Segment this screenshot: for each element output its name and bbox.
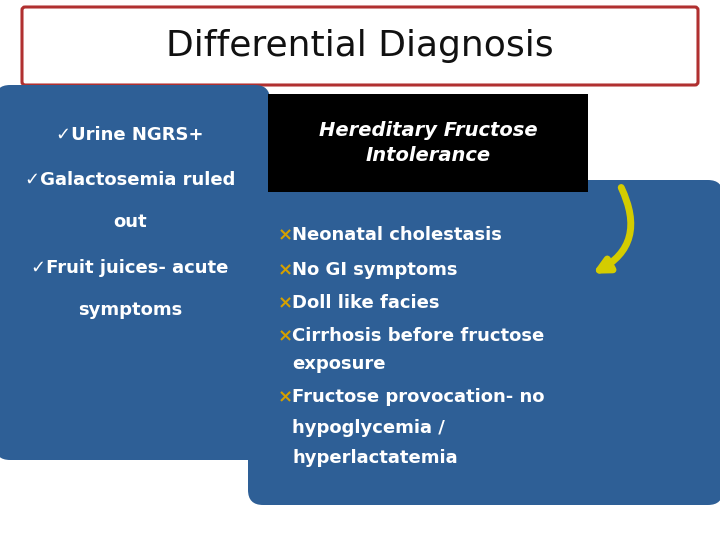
Text: ×: × xyxy=(278,226,293,244)
Text: exposure: exposure xyxy=(292,355,385,373)
Text: hyperlactatemia: hyperlactatemia xyxy=(292,449,458,467)
Text: ×: × xyxy=(278,261,293,279)
Text: Fructose provocation- no: Fructose provocation- no xyxy=(292,388,544,406)
Text: Doll like facies: Doll like facies xyxy=(292,294,439,312)
Text: ✓Urine NGRS+: ✓Urine NGRS+ xyxy=(56,126,204,144)
Text: ✓Fruit juices- acute: ✓Fruit juices- acute xyxy=(31,259,229,277)
Text: ✓Galactosemia ruled: ✓Galactosemia ruled xyxy=(24,171,235,189)
Text: hypoglycemia /: hypoglycemia / xyxy=(292,419,445,437)
FancyBboxPatch shape xyxy=(248,180,720,505)
Text: ×: × xyxy=(278,388,293,406)
FancyBboxPatch shape xyxy=(22,7,698,85)
Text: out: out xyxy=(113,213,147,231)
Text: Neonatal cholestasis: Neonatal cholestasis xyxy=(292,226,502,244)
Text: ×: × xyxy=(278,327,293,345)
Text: No GI symptoms: No GI symptoms xyxy=(292,261,457,279)
Text: Differential Diagnosis: Differential Diagnosis xyxy=(166,29,554,63)
FancyBboxPatch shape xyxy=(0,85,270,460)
Text: symptoms: symptoms xyxy=(78,301,182,319)
FancyBboxPatch shape xyxy=(268,94,588,192)
Text: ×: × xyxy=(278,294,293,312)
Text: Hereditary Fructose
Intolerance: Hereditary Fructose Intolerance xyxy=(319,121,537,165)
Text: Cirrhosis before fructose: Cirrhosis before fructose xyxy=(292,327,544,345)
